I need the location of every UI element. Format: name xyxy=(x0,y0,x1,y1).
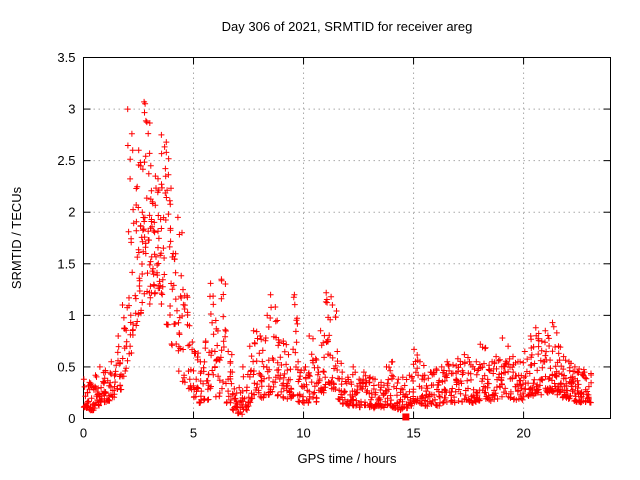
chart-title: Day 306 of 2021, SRMTID for receiver are… xyxy=(222,19,473,34)
y-tick-label: 1.5 xyxy=(57,256,75,271)
y-tick-label: 2 xyxy=(68,205,75,220)
x-tick-label: 20 xyxy=(516,426,530,441)
x-axis-label: GPS time / hours xyxy=(298,451,397,466)
square-marker xyxy=(402,413,410,421)
y-tick-labels: 0 0.5 1 1.5 2 2.5 3 3.5 xyxy=(57,50,75,426)
y-tick-label: 2.5 xyxy=(57,153,75,168)
flagged-square-point xyxy=(402,413,410,421)
plot-border xyxy=(83,57,611,419)
y-tick-label: 3 xyxy=(68,102,75,117)
y-tick-label: 1 xyxy=(68,308,75,323)
x-tick-label: 5 xyxy=(190,426,197,441)
y-tick-label: 0.5 xyxy=(57,359,75,374)
scatter-points xyxy=(80,98,595,418)
plus-markers xyxy=(80,98,595,418)
x-tick-label: 10 xyxy=(296,426,310,441)
grid-lines xyxy=(83,57,611,419)
y-tick-label: 3.5 xyxy=(57,50,75,65)
x-tick-labels: 0 5 10 15 20 xyxy=(80,426,531,441)
y-axis-label: SRMTID / TECUs xyxy=(9,186,24,289)
y-tick-label: 0 xyxy=(68,411,75,426)
x-tick-label: 15 xyxy=(406,426,420,441)
x-tick-label: 0 xyxy=(80,426,87,441)
